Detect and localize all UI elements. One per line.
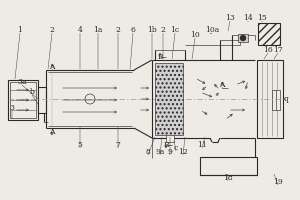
- Text: A: A: [219, 81, 225, 89]
- Text: 1c: 1c: [170, 26, 180, 34]
- Text: 3a: 3a: [17, 78, 27, 86]
- Text: 16: 16: [263, 46, 273, 54]
- Text: 1a: 1a: [93, 26, 103, 34]
- Text: 14: 14: [243, 14, 253, 22]
- Bar: [38, 87, 46, 113]
- Text: q: q: [284, 95, 288, 103]
- Text: 5: 5: [78, 141, 82, 149]
- Text: 13: 13: [225, 14, 235, 22]
- Text: 2: 2: [116, 26, 120, 34]
- Bar: [155, 63, 183, 135]
- Text: A: A: [49, 128, 55, 136]
- Text: 10: 10: [190, 31, 200, 39]
- Text: 8: 8: [146, 148, 150, 156]
- Bar: [10, 82, 36, 118]
- Text: 4: 4: [78, 26, 82, 34]
- Text: B: B: [163, 141, 169, 149]
- Bar: [258, 23, 280, 45]
- Text: 6: 6: [130, 26, 135, 34]
- Bar: [8, 80, 38, 120]
- Text: 1b: 1b: [147, 26, 157, 34]
- Text: 11: 11: [197, 141, 207, 149]
- Bar: [166, 134, 174, 142]
- Text: 18: 18: [223, 174, 233, 182]
- Text: 15: 15: [257, 14, 267, 22]
- Text: c: c: [174, 144, 178, 152]
- Text: 17: 17: [273, 46, 283, 54]
- Text: 3: 3: [10, 104, 14, 112]
- Bar: [257, 60, 283, 138]
- Text: 10a: 10a: [205, 26, 219, 34]
- Text: 12: 12: [178, 148, 188, 156]
- Text: 7: 7: [116, 141, 120, 149]
- Bar: [200, 157, 257, 175]
- Text: 19: 19: [273, 178, 283, 186]
- Text: b: b: [30, 88, 34, 96]
- Circle shape: [240, 35, 246, 41]
- Bar: [272, 90, 280, 110]
- Text: A: A: [49, 63, 55, 71]
- Text: 2: 2: [160, 26, 165, 34]
- Text: 1: 1: [18, 26, 22, 34]
- Text: 2: 2: [50, 26, 54, 34]
- Bar: [238, 34, 248, 42]
- Text: 9a: 9a: [155, 148, 165, 156]
- Text: 9: 9: [168, 148, 172, 156]
- Text: B: B: [157, 53, 163, 61]
